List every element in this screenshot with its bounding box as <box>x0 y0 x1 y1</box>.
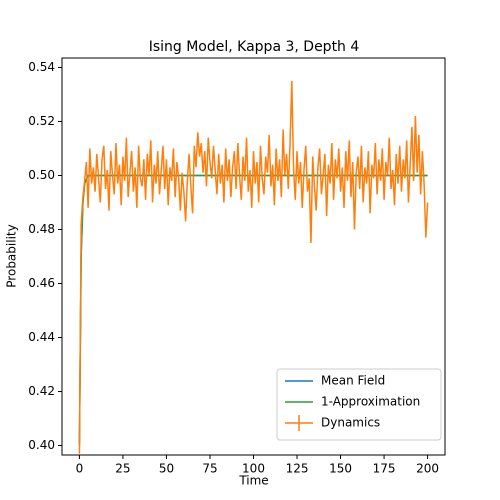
y-axis-label: Probability <box>5 224 19 287</box>
x-tick-label: 25 <box>115 462 130 476</box>
legend-label: 1-Approximation <box>321 395 420 409</box>
y-tick-label: 0.50 <box>28 168 55 182</box>
x-tick-label: 75 <box>202 462 217 476</box>
y-tick-label: 0.44 <box>28 330 55 344</box>
y-tick-label: 0.46 <box>28 276 55 290</box>
y-tick-label: 0.42 <box>28 384 55 398</box>
x-tick-label: 200 <box>416 462 439 476</box>
x-tick-label: 100 <box>242 462 265 476</box>
x-tick-label: 125 <box>286 462 309 476</box>
x-axis-label: Time <box>238 474 268 488</box>
x-tick-label: 150 <box>329 462 352 476</box>
y-tick-label: 0.54 <box>28 60 55 74</box>
series-line <box>78 80 429 454</box>
legend-box <box>276 368 442 441</box>
y-tick-label: 0.52 <box>28 114 55 128</box>
legend-label: Mean Field <box>321 374 385 388</box>
legend-label: Dynamics <box>321 416 380 430</box>
plot-frame <box>61 57 446 456</box>
x-tick-label: 0 <box>76 462 84 476</box>
x-tick-label: 50 <box>159 462 174 476</box>
chart-title: Ising Model, Kappa 3, Depth 4 <box>149 39 360 55</box>
y-tick-label: 0.48 <box>28 222 55 236</box>
y-tick-label: 0.40 <box>28 438 55 452</box>
x-tick-label: 175 <box>373 462 396 476</box>
